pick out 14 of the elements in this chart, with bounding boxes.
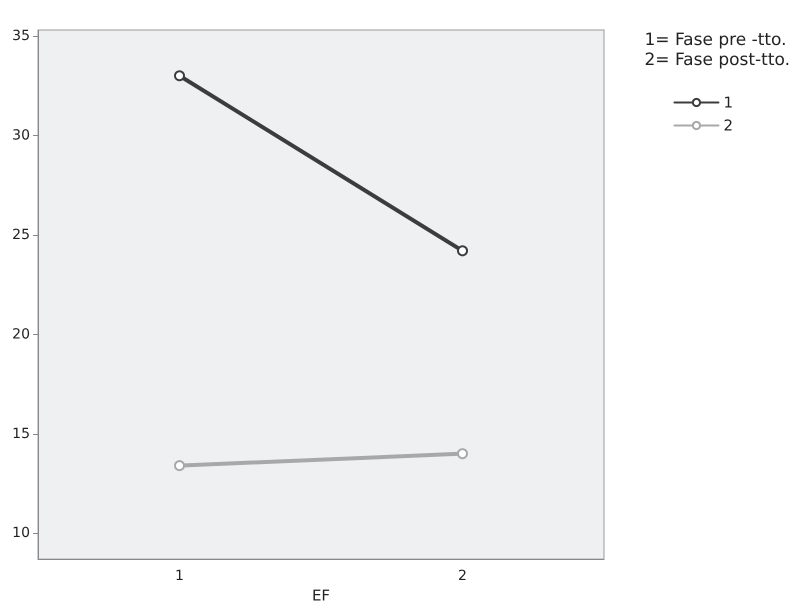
point — [457, 448, 468, 460]
y-tick-label: 25 — [12, 226, 30, 243]
x-axis-title: EF — [312, 586, 330, 604]
point — [174, 70, 185, 82]
y-tick-label: 10 — [12, 525, 30, 542]
y-tick-label: 35 — [12, 28, 30, 44]
legend-title: 1= Fase pre -tto. 2= Fase post-tto. — [644, 30, 790, 70]
y-tick-label: 30 — [12, 127, 30, 144]
y-tick-label: 20 — [12, 326, 30, 342]
y-tick-label: 15 — [12, 426, 30, 442]
point — [174, 460, 185, 472]
point — [457, 245, 468, 256]
legend-label: 2 — [723, 116, 734, 134]
legend-label: 1 — [723, 94, 734, 112]
